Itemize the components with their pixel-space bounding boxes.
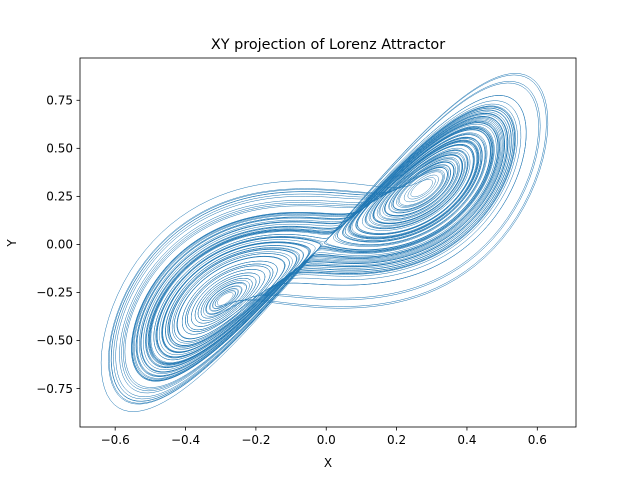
y-tick-label: 0.75 [46,93,73,107]
x-tick-label: 0.4 [457,433,476,447]
y-axis-ticks: −0.75 −0.50 −0.25 0.00 0.25 0.50 0.75 [36,93,80,396]
axes-frame [79,57,577,428]
x-tick-label: −0.2 [241,433,270,447]
y-tick-label: −0.50 [36,334,73,348]
x-tick-label: 0.0 [317,433,336,447]
x-axis-label: X [324,456,332,470]
y-tick-label: 0.50 [46,142,73,156]
y-tick-label: 0.25 [46,190,73,204]
trajectory-segment [110,95,527,402]
trajectory-line [100,73,549,412]
trajectory-segment [132,103,518,381]
x-tick-label: 0.6 [528,433,547,447]
plot-area [79,57,577,428]
y-tick-label: 0.00 [46,238,73,252]
y-axis-label: Y [5,239,19,248]
x-axis-ticks: −0.6 −0.4 −0.2 0.0 0.2 0.4 0.6 [101,427,547,447]
chart-title: XY projection of Lorenz Attractor [211,37,445,53]
x-tick-label: −0.6 [101,433,130,447]
trajectory-segment [206,73,549,314]
x-tick-label: −0.4 [171,433,200,447]
y-tick-label: −0.75 [36,382,73,396]
x-tick-label: 0.2 [387,433,406,447]
y-tick-label: −0.25 [36,286,73,300]
